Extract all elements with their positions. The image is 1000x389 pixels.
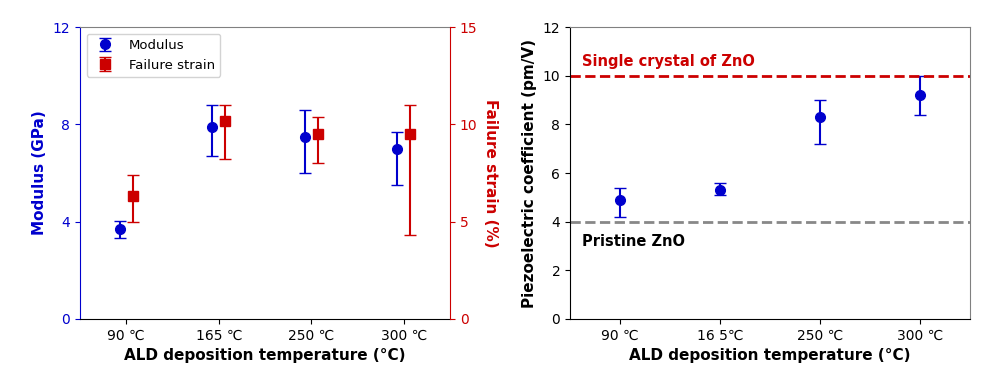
X-axis label: ALD deposition temperature (°C): ALD deposition temperature (°C)	[629, 348, 911, 363]
Text: Single crystal of ZnO: Single crystal of ZnO	[582, 54, 755, 69]
Text: Pristine ZnO: Pristine ZnO	[582, 234, 685, 249]
Legend: Modulus, Failure strain: Modulus, Failure strain	[87, 34, 220, 77]
X-axis label: ALD deposition temperature (°C): ALD deposition temperature (°C)	[124, 348, 406, 363]
Y-axis label: Piezoelectric coefficient (pm/V): Piezoelectric coefficient (pm/V)	[522, 39, 537, 308]
Y-axis label: Failure strain (%): Failure strain (%)	[483, 99, 498, 247]
Y-axis label: Modulus (GPa): Modulus (GPa)	[32, 111, 47, 235]
